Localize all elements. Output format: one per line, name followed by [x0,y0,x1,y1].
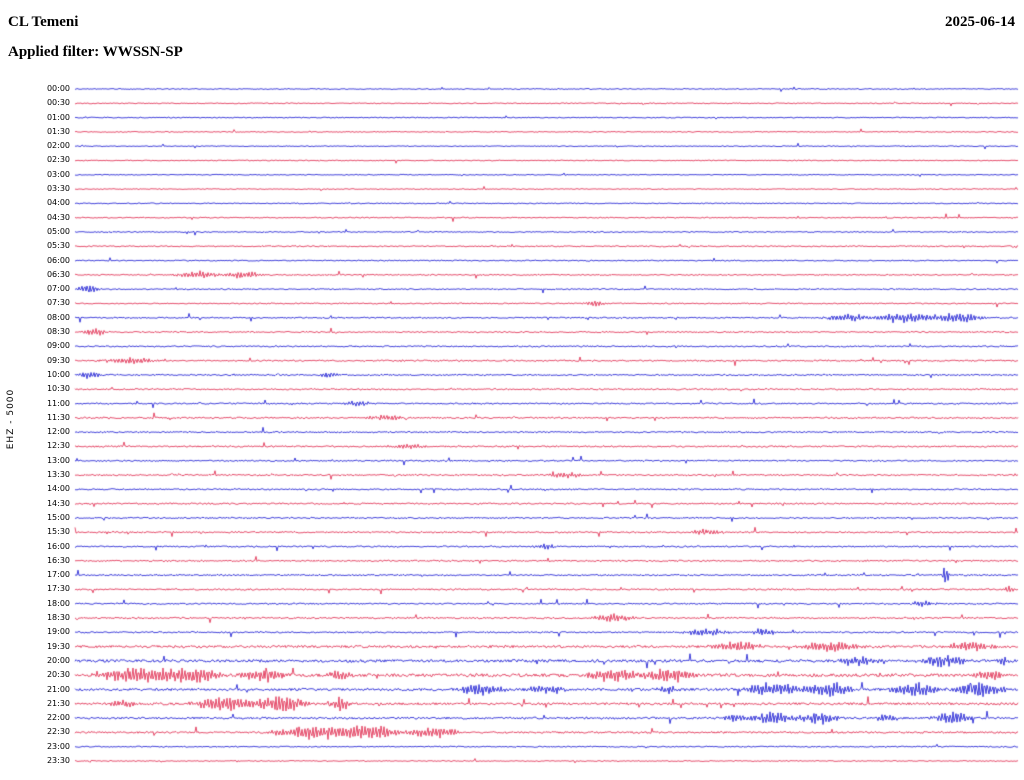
time-label: 15:00 [46,512,70,522]
time-label: 04:30 [46,212,70,222]
time-label: 10:30 [46,384,70,394]
time-label: 18:30 [46,613,70,623]
time-label: 03:30 [46,184,70,194]
applied-filter-label: Applied filter: WWSSN-SP [8,44,183,60]
time-label: 22:30 [46,727,70,737]
time-label: 14:30 [46,498,70,508]
time-label: 06:30 [46,269,70,279]
time-label: 10:00 [46,369,70,379]
time-label: 05:00 [46,226,70,236]
time-label: 19:30 [46,641,70,651]
time-label: 17:30 [46,584,70,594]
time-label: 00:30 [46,98,70,108]
time-label: 08:00 [46,312,70,322]
time-label: 04:00 [46,198,70,208]
time-label: 13:30 [46,470,70,480]
time-label: 15:30 [46,527,70,537]
station-title: CL Temeni [8,14,79,30]
time-label: 21:00 [46,684,70,694]
time-label: 06:00 [46,255,70,265]
time-label: 20:30 [46,670,70,680]
time-label: 09:30 [46,355,70,365]
time-label: 09:00 [46,341,70,351]
time-label: 03:00 [46,169,70,179]
time-label: 23:30 [46,756,70,765]
time-label: 19:00 [46,627,70,637]
time-label: 17:00 [46,570,70,580]
time-label: 08:30 [46,327,70,337]
time-label: 22:00 [46,713,70,723]
time-label: 23:00 [46,741,70,751]
time-label: 07:00 [46,284,70,294]
time-label: 05:30 [46,241,70,251]
time-label: 21:30 [46,698,70,708]
time-label: 16:30 [46,555,70,565]
time-label: 11:00 [46,398,70,408]
time-label: 16:00 [46,541,70,551]
time-label: 13:00 [46,455,70,465]
record-date: 2025-06-14 [945,14,1015,30]
time-label: 20:00 [46,655,70,665]
time-label: 00:00 [46,84,70,93]
time-label: 02:00 [46,141,70,151]
time-label: 12:30 [46,441,70,451]
time-label: 12:00 [46,427,70,437]
time-label: 01:00 [46,112,70,122]
time-label: 01:30 [46,126,70,136]
time-label: 18:00 [46,598,70,608]
time-label: 11:30 [46,412,70,422]
time-label: 02:30 [46,155,70,165]
time-label: 14:00 [46,484,70,494]
time-label: 07:30 [46,298,70,308]
